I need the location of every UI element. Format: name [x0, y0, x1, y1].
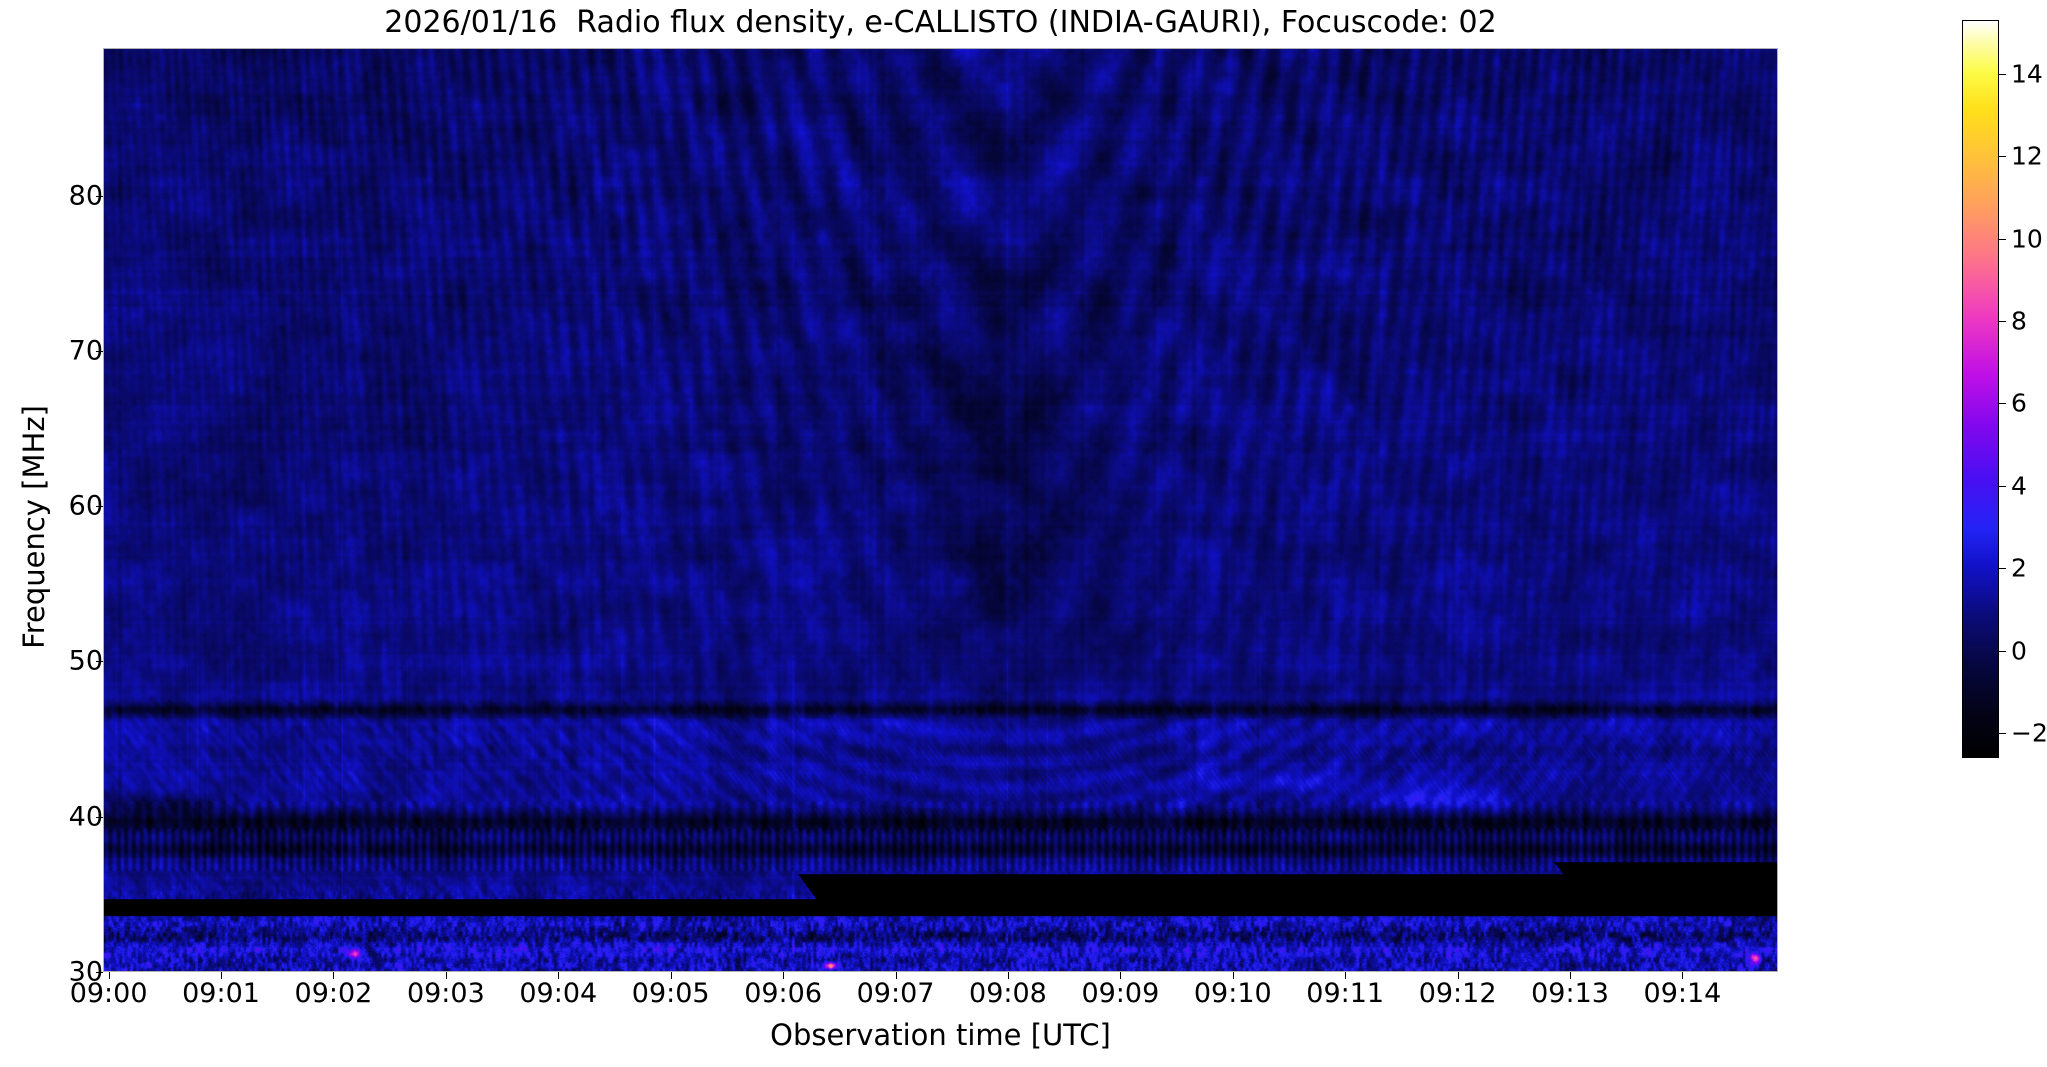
- x-tick-label: 09:06: [744, 978, 823, 1009]
- x-tick-label: 09:12: [1418, 978, 1497, 1009]
- x-tick-mark: [1345, 972, 1347, 979]
- x-tick-mark: [558, 972, 560, 979]
- colorbar-tick-label: 12: [2011, 141, 2043, 171]
- x-tick-mark: [1232, 972, 1234, 979]
- x-tick-mark: [1120, 972, 1122, 979]
- x-tick-label: 09:05: [631, 978, 710, 1009]
- colorbar-tick-mark: [1999, 320, 2006, 322]
- colorbar-tick-label: 10: [2011, 224, 2043, 253]
- x-tick-mark: [333, 972, 335, 979]
- x-tick-label: 09:02: [294, 978, 373, 1009]
- y-tick-mark: [96, 506, 103, 508]
- y-tick-mark: [96, 972, 103, 973]
- x-tick-label: 09:14: [1643, 978, 1722, 1009]
- spectrogram-image: [104, 49, 1777, 971]
- y-tick-label: 80: [68, 180, 103, 212]
- y-tick-mark: [96, 195, 103, 197]
- y-axis-label: Frequency [MHz]: [17, 405, 51, 649]
- x-tick-mark: [670, 972, 672, 979]
- colorbar-tick-mark: [1999, 238, 2006, 240]
- colorbar-tick-label: 4: [2011, 471, 2027, 501]
- colorbar-tick-label: 14: [2011, 59, 2043, 89]
- colorbar-tick-mark: [1999, 403, 2006, 405]
- x-tick-label: 09:07: [856, 978, 935, 1009]
- x-tick-mark: [1570, 972, 1572, 979]
- y-tick-mark: [96, 350, 103, 352]
- y-tick-mark: [96, 816, 103, 818]
- colorbar-tick-mark: [1999, 733, 2006, 735]
- colorbar-tick-label: 6: [2011, 388, 2027, 418]
- x-tick-mark: [1007, 972, 1009, 979]
- colorbar-tick-mark: [1999, 156, 2006, 158]
- colorbar-tick-mark: [1999, 485, 2006, 487]
- colorbar-tick-mark: [1999, 650, 2006, 652]
- colorbar-tick-label: 0: [2011, 636, 2027, 666]
- x-tick-label: 09:03: [406, 978, 485, 1009]
- spectrogram-axes: [103, 48, 1778, 972]
- y-tick-mark: [96, 661, 103, 663]
- colorbar-tick-mark: [1999, 568, 2006, 570]
- x-tick-mark: [895, 972, 897, 979]
- x-tick-label: 09:04: [519, 978, 598, 1009]
- figure-title: 2026/01/16 Radio flux density, e-CALLIST…: [384, 5, 1497, 40]
- x-tick-mark: [1682, 972, 1684, 979]
- x-tick-label: 09:13: [1531, 978, 1609, 1009]
- colorbar: −2 0 2 4 6 8 10 12 14: [1962, 20, 2047, 758]
- x-tick-label: 09:10: [1193, 978, 1272, 1009]
- x-tick-label: 09:00: [69, 978, 148, 1009]
- x-tick-label: 09:11: [1306, 978, 1385, 1009]
- x-tick-mark: [108, 972, 110, 979]
- x-tick-label: 09:08: [969, 978, 1047, 1009]
- x-tick-mark: [1457, 972, 1459, 979]
- x-axis-label: Observation time [UTC]: [770, 1018, 1111, 1052]
- colorbar-gradient: [1962, 20, 1999, 758]
- colorbar-tick-label: 2: [2011, 553, 2027, 583]
- y-axis: 30 40 50 60 70 80: [0, 0, 103, 1067]
- x-tick-label: 09:09: [1081, 978, 1160, 1009]
- colorbar-tick-label: −2: [2011, 718, 2047, 748]
- x-tick-mark: [221, 972, 223, 979]
- colorbar-tick-label: 8: [2011, 306, 2027, 336]
- x-tick-label: 09:01: [182, 978, 260, 1009]
- x-tick-mark: [783, 972, 785, 979]
- colorbar-tick-mark: [1999, 73, 2006, 75]
- x-tick-mark: [445, 972, 447, 979]
